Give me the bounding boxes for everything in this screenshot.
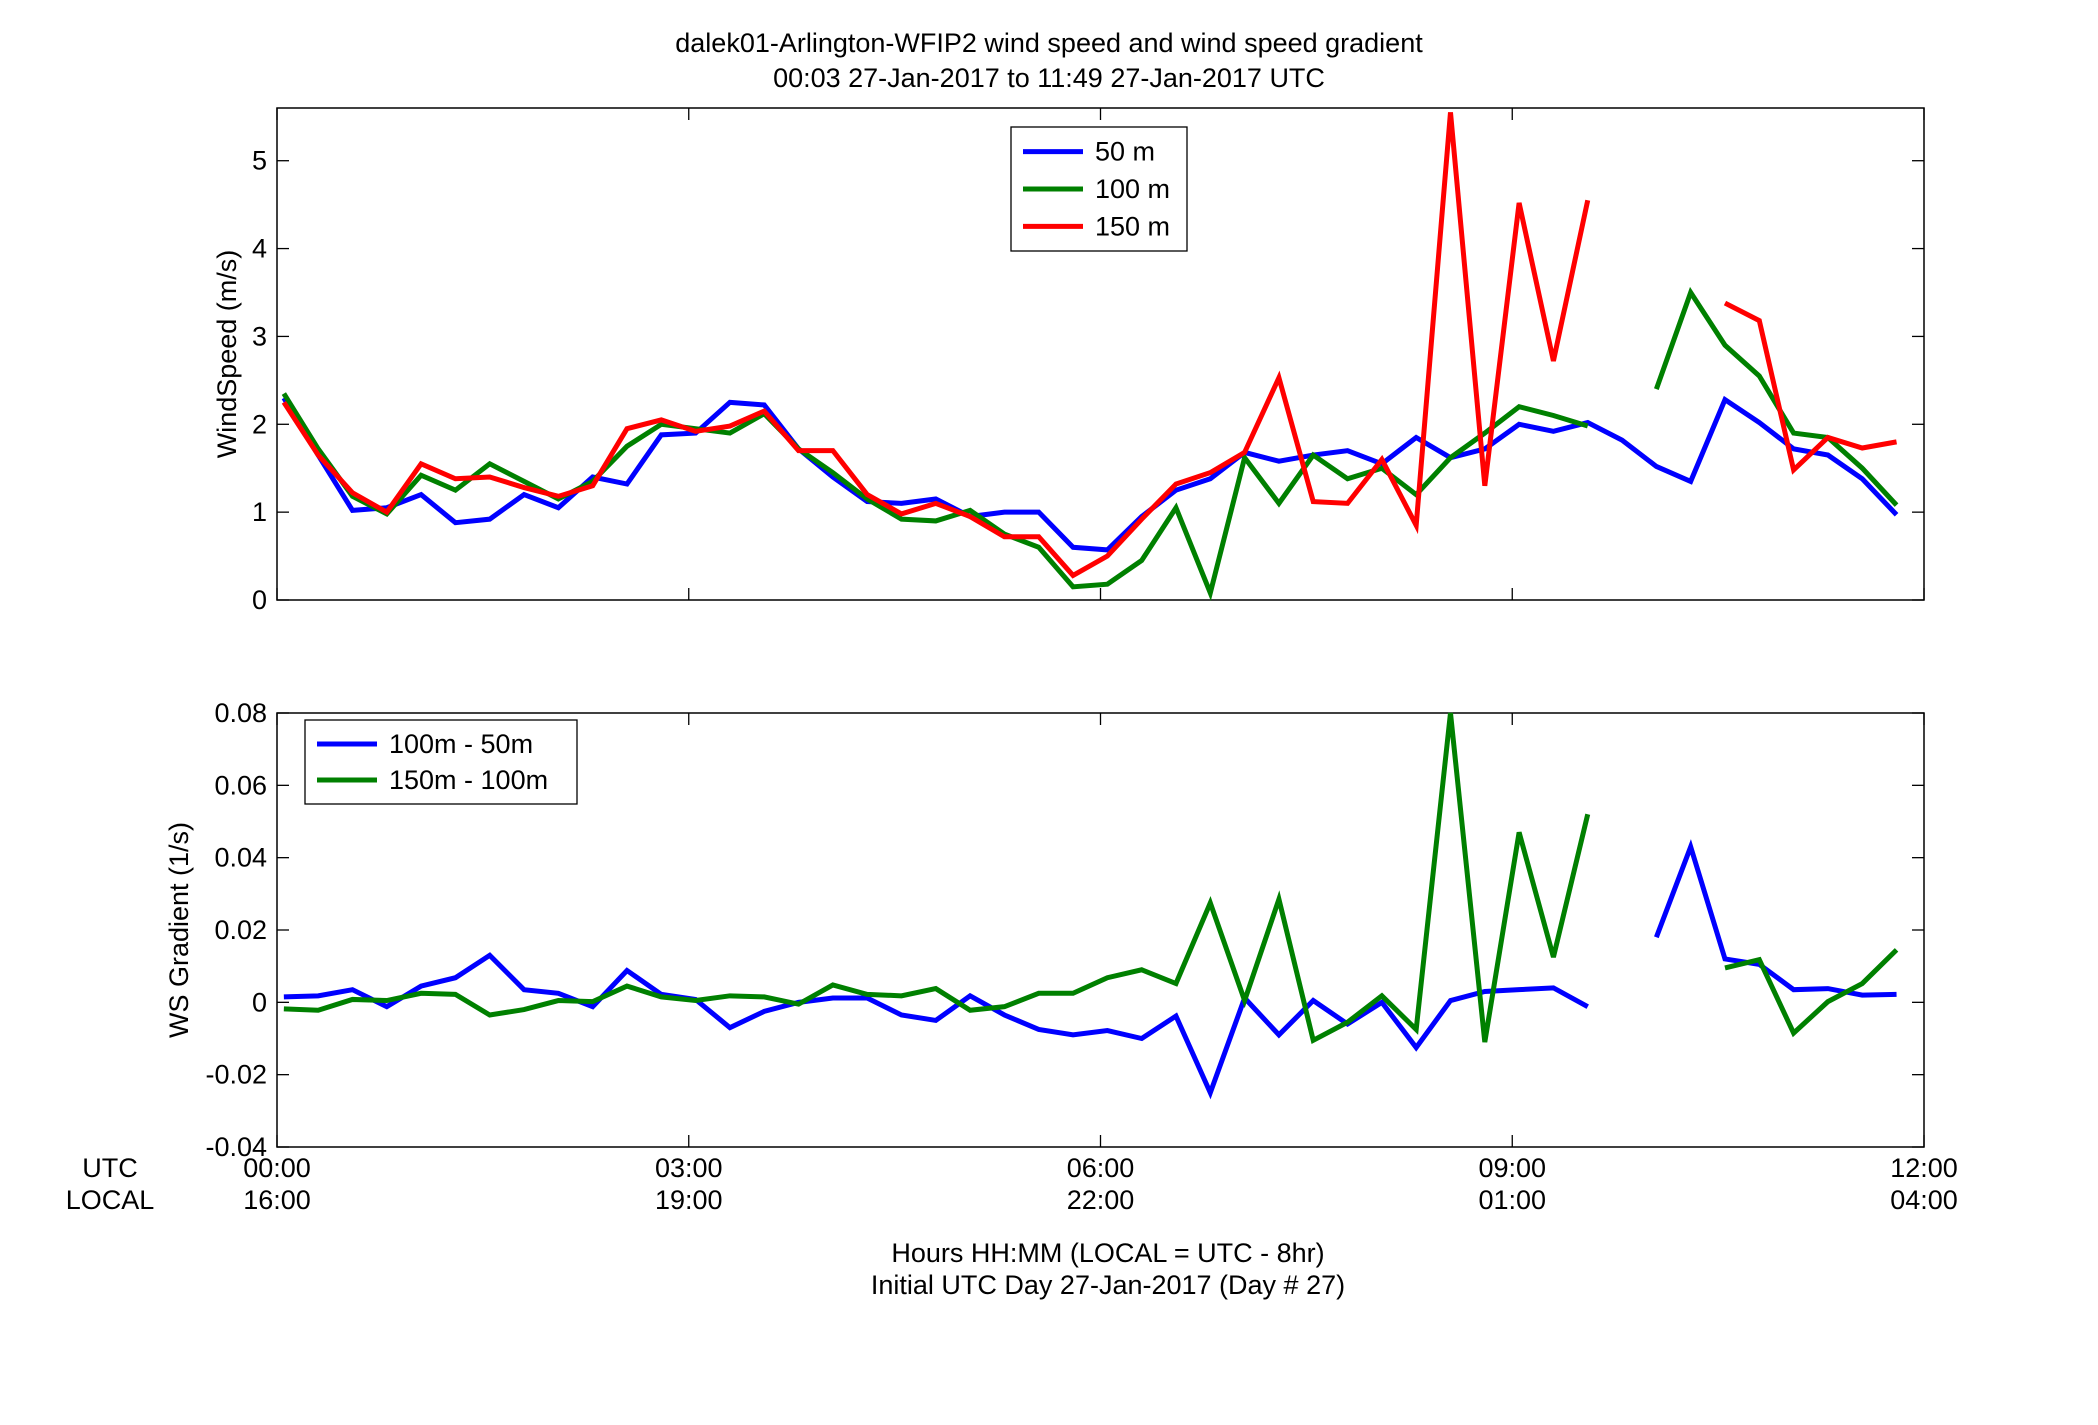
x-tick-label-local: 22:00 bbox=[1067, 1185, 1135, 1215]
x-tick-label-local: 01:00 bbox=[1478, 1185, 1546, 1215]
y-axis-label: WS Gradient (1/s) bbox=[164, 822, 194, 1038]
y-tick-label: 0.04 bbox=[214, 843, 267, 873]
legend-label: 150 m bbox=[1095, 211, 1170, 241]
y-tick-label: 0.02 bbox=[214, 915, 267, 945]
y-tick-label: 3 bbox=[252, 321, 267, 351]
x-tick-label-utc: 06:00 bbox=[1067, 1153, 1135, 1183]
series-line bbox=[1724, 948, 1899, 1038]
series-line bbox=[1723, 300, 1897, 475]
y-tick-label: 1 bbox=[252, 497, 267, 527]
legend-label: 50 m bbox=[1095, 137, 1155, 167]
x-tick-label-utc: 00:00 bbox=[243, 1153, 311, 1183]
x-axis-label: Hours HH:MM (LOCAL = UTC - 8hr) bbox=[891, 1238, 1324, 1268]
x-tick-label-local: 19:00 bbox=[655, 1185, 723, 1215]
local-row-label: LOCAL bbox=[66, 1185, 155, 1215]
series-line bbox=[1654, 839, 1897, 998]
series-line bbox=[281, 112, 1591, 579]
series-line bbox=[281, 395, 1899, 553]
windspeed-panel: 0 1 2 3 4 5 WindSpeed (m/s) 50 m 100 m 150 m bbox=[212, 107, 1925, 615]
utc-row-label: UTC bbox=[82, 1153, 138, 1183]
x-tick-label-utc: 09:00 bbox=[1478, 1153, 1546, 1183]
y-tick-label: 0 bbox=[252, 987, 267, 1017]
x-axis-sublabel: Initial UTC Day 27-Jan-2017 (Day # 27) bbox=[871, 1270, 1345, 1300]
y-tick-label: 5 bbox=[252, 146, 267, 176]
legend-label: 100m - 50m bbox=[389, 729, 533, 759]
x-tick-label-utc: 03:00 bbox=[655, 1153, 723, 1183]
y-tick-label: 4 bbox=[252, 234, 267, 264]
y-tick-label: 0.08 bbox=[214, 698, 267, 728]
gradient-panel: -0.04 -0.02 0 0.02 0.04 0.06 0.08 WS Gradient (… bbox=[164, 698, 1925, 1162]
y-tick-label: 0 bbox=[252, 585, 267, 615]
y-tick-label: 0.06 bbox=[214, 770, 267, 800]
y-tick-label: -0.04 bbox=[205, 1132, 267, 1162]
x-tick-label-utc: 12:00 bbox=[1890, 1153, 1958, 1183]
y-axis-label: WindSpeed (m/s) bbox=[212, 250, 242, 459]
legend-label: 100 m bbox=[1095, 174, 1170, 204]
chart-subtitle: 00:03 27-Jan-2017 to 11:49 27-Jan-2017 U… bbox=[773, 63, 1325, 93]
legend bbox=[304, 719, 578, 805]
chart-title: dalek01-Arlington-WFIP2 wind speed and w… bbox=[675, 28, 1423, 58]
x-tick-label-local: 16:00 bbox=[243, 1185, 311, 1215]
legend-label: 150m - 100m bbox=[389, 765, 548, 795]
x-tick-label-local: 04:00 bbox=[1890, 1185, 1958, 1215]
y-tick-label: 2 bbox=[252, 409, 267, 439]
series-line bbox=[283, 712, 1591, 1045]
series-line bbox=[283, 952, 1589, 1100]
y-tick-label: -0.02 bbox=[205, 1060, 267, 1090]
